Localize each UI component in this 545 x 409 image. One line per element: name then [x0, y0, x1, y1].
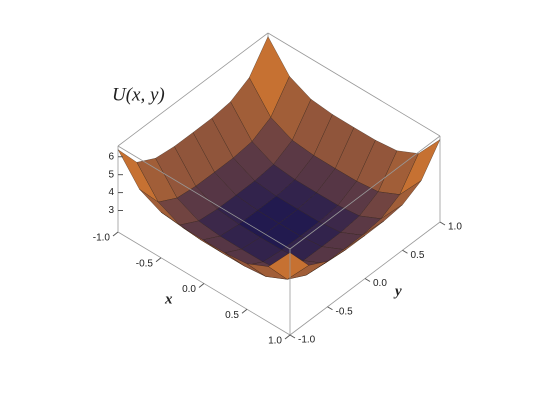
y-tick	[364, 278, 371, 282]
z-tick-label: 4	[108, 187, 114, 198]
x-tick	[284, 334, 291, 340]
x-tick-label: 1.0	[268, 336, 282, 347]
x-tick-label: -0.5	[136, 258, 154, 269]
x-tick	[241, 308, 248, 314]
box-edge	[267, 32, 441, 137]
x-tick	[155, 257, 162, 263]
box-edge	[117, 145, 291, 250]
x-tick-label: 0.0	[182, 284, 196, 295]
box-edge	[117, 32, 269, 147]
y-tick-label: 0.0	[373, 278, 387, 289]
chart-title: U(x, y)	[112, 84, 165, 105]
box-edge	[289, 135, 441, 250]
y-tick	[439, 221, 446, 226]
x-tick	[198, 283, 205, 288]
y-tick	[289, 334, 296, 339]
x-tick-label: 0.5	[225, 310, 239, 321]
z-tick-label: 5	[108, 169, 114, 180]
x-axis-label: x	[164, 291, 173, 307]
x-tick	[112, 231, 119, 237]
z-tick-label: 6	[108, 151, 114, 162]
y-tick-label: -0.5	[336, 306, 354, 317]
x-tick-label: -1.0	[93, 233, 111, 244]
z-tick-label: 3	[108, 205, 114, 216]
y-tick-label: 0.5	[411, 250, 425, 261]
y-tick-label: 1.0	[448, 222, 462, 233]
y-axis-label: y	[393, 283, 402, 299]
surface-patch	[268, 252, 310, 280]
y-tick	[327, 306, 333, 311]
y-tick	[402, 249, 408, 254]
y-tick-label: -1.0	[298, 335, 316, 346]
